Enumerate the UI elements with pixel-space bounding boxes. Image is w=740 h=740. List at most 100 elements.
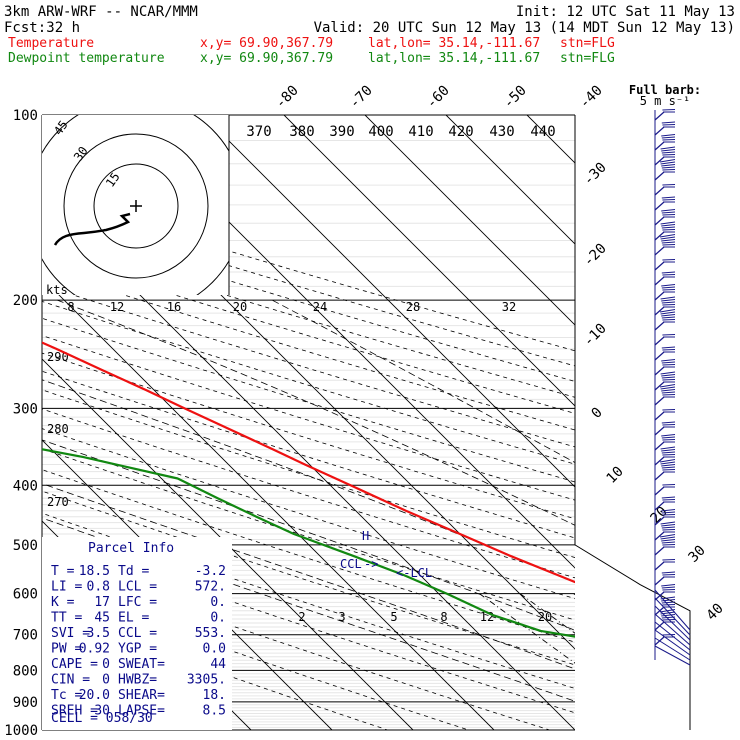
pressure-label-600: 600	[13, 587, 38, 603]
wind-barb	[654, 421, 676, 436]
legend-temperature-stn: stn=FLG	[560, 36, 615, 51]
pressure-label-700: 700	[13, 628, 38, 644]
theta-side-labels: 290 280 270	[47, 350, 69, 509]
isotherm-label-m30: -30	[581, 160, 610, 189]
temperature-line	[42, 341, 575, 584]
speed-tick-8: 8	[67, 300, 74, 314]
wind-barb	[654, 629, 691, 656]
wind-barb	[654, 284, 676, 301]
parcel-key: SHEAR=	[118, 688, 165, 703]
isotherm-label-m40: -40	[577, 83, 606, 112]
wind-barb	[654, 259, 676, 271]
valid-time: Valid: 20 UTC Sun 12 May 13 (14 MDT Sun …	[314, 20, 735, 36]
isotherm-label-m60: -60	[424, 83, 453, 112]
legend-dewpoint: Dewpoint temperature	[8, 51, 165, 66]
hodo-ring-label-30: 30	[71, 144, 91, 164]
theta-label-390: 390	[329, 124, 354, 140]
theta-label-420: 420	[448, 124, 473, 140]
pressure-label-800: 800	[13, 663, 38, 679]
parcel-value: 17	[94, 595, 110, 610]
speed-tick-20: 20	[233, 300, 247, 314]
wind-barb	[654, 605, 691, 641]
dry-adiabat	[42, 237, 575, 398]
parcel-info-box: Parcel Info T = 18.5 Td = -3.2 LI = 0.8 LCL = 5…	[42, 537, 232, 730]
mixing-label-3: 3	[338, 610, 345, 624]
parcel-value: 45	[94, 611, 110, 626]
parcel-rows: T = 18.5 Td = -3.2 LI = 0.8 LCL = 572. K = 17 LFC …	[51, 564, 226, 719]
parcel-key: PW =	[51, 642, 82, 657]
wind-barb	[654, 121, 676, 136]
wind-barb	[654, 645, 691, 666]
parcel-key: Tc =	[51, 688, 82, 703]
pressure-label-400: 400	[13, 478, 38, 494]
dewpoint-line	[42, 448, 575, 638]
theta-label-430: 430	[489, 124, 514, 140]
pressure-label-200: 200	[13, 293, 38, 309]
parcel-value: 0.0	[203, 642, 226, 657]
parcel-value: 553.	[195, 626, 226, 641]
isotherm	[283, 115, 575, 407]
wind-barb	[654, 271, 676, 286]
barb-title: Full barb:	[629, 83, 701, 97]
speed-tick-28: 28	[406, 300, 420, 314]
lcl-marker: H	[362, 529, 369, 543]
isotherm-label-m70: -70	[347, 83, 376, 112]
model-title: 3km ARW-WRF -- NCAR/MMM	[4, 4, 198, 20]
wind-barb	[654, 571, 676, 586]
mixing-ratio-line	[479, 593, 575, 664]
wind-barb	[654, 409, 676, 421]
legend-temperature: Temperature	[8, 36, 94, 51]
pressure-label-1000: 1000	[4, 723, 38, 739]
fcst-value: 32 h	[46, 20, 80, 36]
speed-tick-16: 16	[167, 300, 181, 314]
wind-barb	[654, 184, 676, 196]
wind-barb	[654, 334, 676, 346]
dry-adiabat	[42, 268, 575, 431]
wind-barb	[654, 613, 691, 646]
parcel-value: 8.5	[203, 704, 226, 719]
wind-barb	[654, 196, 676, 211]
dry-adiabat	[42, 207, 575, 367]
legend-dewpoint-latlon: lat,lon= 35.14,-111.67	[368, 51, 540, 66]
mixing-label-20: 20	[538, 610, 552, 624]
wind-barb	[654, 371, 676, 391]
wind-barbs	[654, 109, 691, 666]
mixing-ratio-labels: 2 3 5 8 12 20	[298, 610, 552, 624]
ccl-arrow: ->	[364, 557, 378, 571]
theta-label-380: 380	[289, 124, 314, 140]
isotherm-label-m10: -10	[581, 321, 610, 350]
isotherm-label-m20: -20	[581, 241, 610, 270]
dry-adiabat	[42, 609, 388, 730]
parcel-value: 0.92	[79, 642, 110, 657]
mixing-label-8: 8	[440, 610, 447, 624]
parcel-value: 3305.	[187, 673, 226, 688]
parcel-value: 3.5	[87, 626, 110, 641]
isotherm-label-m50: -50	[501, 83, 530, 112]
wind-barb	[654, 234, 676, 256]
dry-adiabat	[42, 335, 575, 501]
parcel-value: 0.	[210, 595, 226, 610]
parcel-cell: CELL = 058/30	[51, 711, 153, 726]
wind-barb	[654, 637, 691, 661]
parcel-info-title: Parcel Info	[88, 541, 174, 556]
wind-barb	[654, 359, 676, 376]
theta-label-410: 410	[408, 124, 433, 140]
mixing-ratio-line	[734, 594, 740, 730]
wind-barb	[654, 109, 676, 121]
parcel-key: K =	[51, 595, 75, 610]
parcel-value: 18.5	[79, 564, 110, 579]
isotherm-label-0: 0	[589, 405, 606, 422]
wind-barb	[654, 597, 691, 636]
hodo-units: kts	[46, 283, 68, 297]
wind-barb	[654, 559, 676, 571]
theta-label-370: 370	[246, 124, 271, 140]
hodo-ring-label-45: 45	[51, 118, 71, 138]
parcel-key: CIN =	[51, 673, 90, 688]
hodo-ring-30	[63, 133, 209, 279]
wind-barb	[654, 384, 676, 406]
wind-barb	[654, 221, 676, 241]
parcel-value: 572.	[195, 580, 226, 595]
parcel-key: LFC =	[118, 595, 157, 610]
speed-tick-32: 32	[502, 300, 516, 314]
